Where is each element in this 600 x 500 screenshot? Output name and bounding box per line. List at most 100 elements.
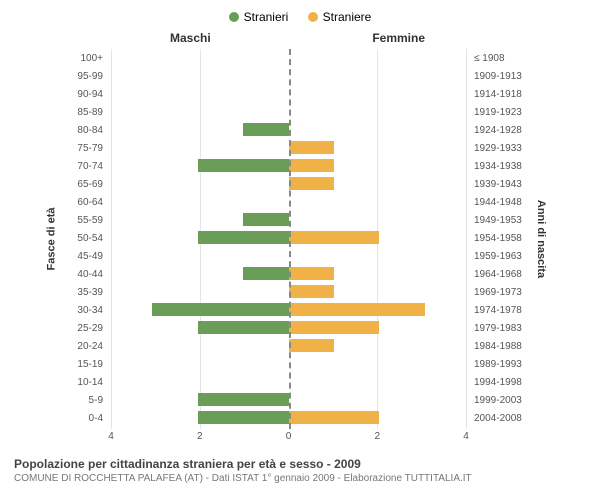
- age-row: 100+ ≤ 1908: [65, 49, 530, 67]
- age-row: 50-54 1954-1958: [65, 229, 530, 247]
- y-axis-right-title: Anni di nascita: [535, 200, 547, 278]
- legend-male: Stranieri: [229, 10, 289, 24]
- age-label: 30-34: [65, 305, 107, 316]
- age-label: 95-99: [65, 71, 107, 82]
- birth-year-label: 1944-1948: [470, 197, 530, 208]
- female-half: [289, 85, 471, 103]
- birth-year-label: ≤ 1908: [470, 53, 530, 64]
- birth-year-label: 1964-1968: [470, 269, 530, 280]
- age-row: 70-74 1934-1938: [65, 157, 530, 175]
- age-row: 55-59 1949-1953: [65, 211, 530, 229]
- male-half: [107, 247, 289, 265]
- age-label: 60-64: [65, 197, 107, 208]
- female-half: [289, 265, 471, 283]
- female-half: [289, 139, 471, 157]
- male-bar: [198, 321, 289, 334]
- male-half: [107, 373, 289, 391]
- male-bar: [198, 411, 289, 424]
- female-bar: [289, 303, 425, 316]
- male-half: [107, 121, 289, 139]
- female-half: [289, 229, 471, 247]
- birth-year-label: 1949-1953: [470, 215, 530, 226]
- birth-year-label: 1974-1978: [470, 305, 530, 316]
- birth-year-label: 1939-1943: [470, 179, 530, 190]
- male-bar: [152, 303, 288, 316]
- female-bar: [289, 411, 380, 424]
- female-bar: [289, 177, 334, 190]
- female-bar: [289, 321, 380, 334]
- x-tick-label: 4: [108, 431, 114, 442]
- birth-year-label: 1984-1988: [470, 341, 530, 352]
- male-bar: [243, 267, 288, 280]
- male-half: [107, 139, 289, 157]
- caption-subtitle: COMUNE DI ROCCHETTA PALAFEA (AT) - Dati …: [14, 473, 586, 484]
- male-half: [107, 85, 289, 103]
- male-half: [107, 157, 289, 175]
- birth-year-label: 1934-1938: [470, 161, 530, 172]
- age-label: 35-39: [65, 287, 107, 298]
- age-label: 55-59: [65, 215, 107, 226]
- legend-female: Straniere: [308, 10, 372, 24]
- male-bar: [198, 231, 289, 244]
- female-half: [289, 283, 471, 301]
- female-half: [289, 193, 471, 211]
- age-row: 5-91999-2003: [65, 391, 530, 409]
- female-bar: [289, 231, 380, 244]
- age-row: 45-491959-1963: [65, 247, 530, 265]
- age-row: 85-891919-1923: [65, 103, 530, 121]
- x-ticks: 42024: [111, 429, 466, 449]
- male-half: [107, 229, 289, 247]
- birth-year-label: 1969-1973: [470, 287, 530, 298]
- age-label: 100+: [65, 53, 107, 64]
- x-tick-label: 2: [374, 431, 380, 442]
- center-divider: [289, 49, 291, 429]
- birth-year-label: 1954-1958: [470, 233, 530, 244]
- female-half: [289, 319, 471, 337]
- male-bar: [198, 393, 289, 406]
- legend-female-swatch: [308, 12, 318, 22]
- caption: Popolazione per cittadinanza straniera p…: [10, 457, 590, 484]
- age-row: 0-42004-2008: [65, 409, 530, 427]
- female-bar: [289, 285, 334, 298]
- age-label: 0-4: [65, 413, 107, 424]
- birth-year-label: 1999-2003: [470, 395, 530, 406]
- male-half: [107, 355, 289, 373]
- plot-area: Fasce di età Anni di nascita 100+≤ 19089…: [65, 49, 530, 429]
- column-headers: Maschi Femmine: [10, 31, 590, 49]
- age-label: 25-29: [65, 323, 107, 334]
- age-label: 80-84: [65, 125, 107, 136]
- age-row: 90-941914-1918: [65, 85, 530, 103]
- male-half: [107, 175, 289, 193]
- female-bar: [289, 141, 334, 154]
- female-half: [289, 247, 471, 265]
- female-half: [289, 175, 471, 193]
- male-half: [107, 211, 289, 229]
- age-row: 75-791929-1933: [65, 139, 530, 157]
- age-label: 40-44: [65, 269, 107, 280]
- legend: Stranieri Straniere: [10, 10, 590, 25]
- x-tick-label: 4: [463, 431, 469, 442]
- female-half: [289, 67, 471, 85]
- female-bar: [289, 339, 334, 352]
- age-row: 25-291979-1983: [65, 319, 530, 337]
- age-label: 70-74: [65, 161, 107, 172]
- age-row: 80-841924-1928: [65, 121, 530, 139]
- age-label: 50-54: [65, 233, 107, 244]
- female-half: [289, 409, 471, 427]
- rows-container: 100+ ≤ 1908 95-99 1909-1913 90-941914-191885…: [65, 49, 530, 427]
- female-half: [289, 355, 471, 373]
- male-half: [107, 265, 289, 283]
- age-row: 65-691939-1943: [65, 175, 530, 193]
- birth-year-label: 1959-1963: [470, 251, 530, 262]
- female-half: [289, 157, 471, 175]
- birth-year-label: 1909-1913: [470, 71, 530, 82]
- header-male: Maschi: [170, 31, 211, 45]
- age-label: 90-94: [65, 89, 107, 100]
- age-label: 10-14: [65, 377, 107, 388]
- male-bar: [198, 159, 289, 172]
- caption-title: Popolazione per cittadinanza straniera p…: [14, 457, 586, 471]
- female-half: [289, 301, 471, 319]
- birth-year-label: 1929-1933: [470, 143, 530, 154]
- age-row: 60-64 1944-1948: [65, 193, 530, 211]
- male-half: [107, 103, 289, 121]
